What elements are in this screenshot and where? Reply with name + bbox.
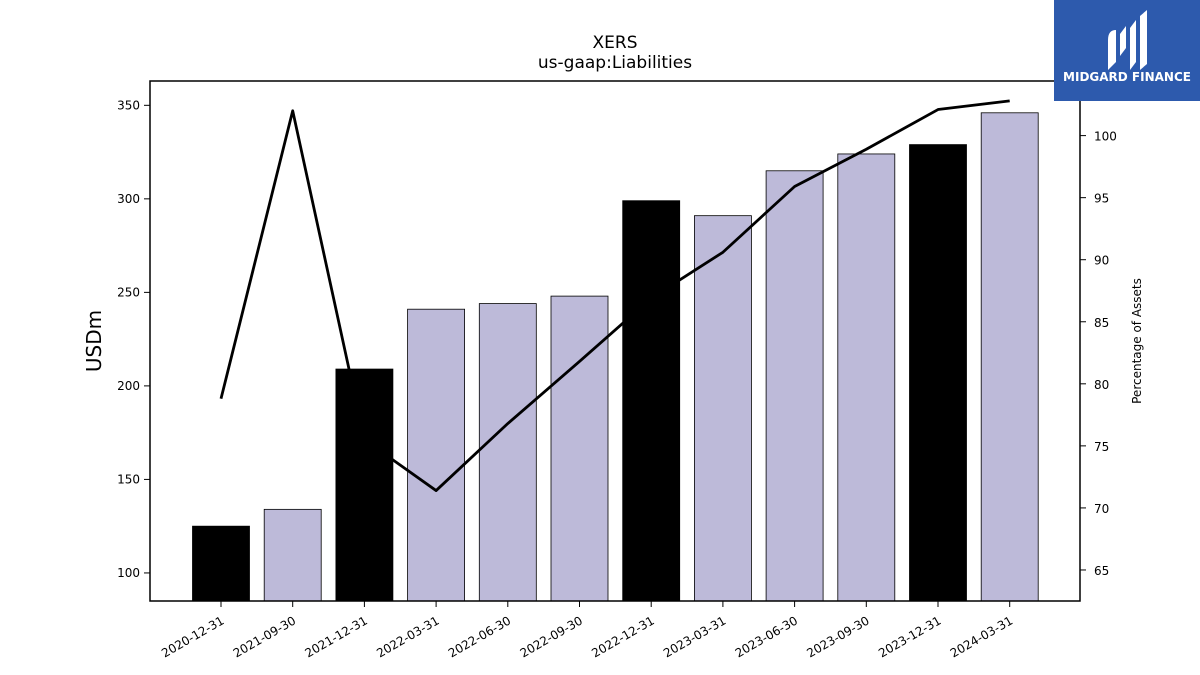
x-tick-label: 2021-09-30 xyxy=(231,613,298,660)
bar-2021-12-31 xyxy=(335,368,394,602)
bar-2023-12-31 xyxy=(909,144,967,602)
bar-2022-12-31 xyxy=(622,200,681,602)
line-series xyxy=(219,99,1010,492)
x-tick-label: 2023-09-30 xyxy=(804,613,871,660)
x-tick-label: 2020-12-31 xyxy=(159,613,226,660)
x-tick-label: 2022-03-31 xyxy=(374,613,441,660)
bar-2022-06-30 xyxy=(478,303,537,602)
y-axis-left: 100 150 200 250 300 350 xyxy=(117,98,150,580)
y-axis-left-label: USDm xyxy=(82,310,106,372)
y-tick-label: 350 xyxy=(117,98,140,112)
y-tick-label: 300 xyxy=(117,192,140,206)
y-tick-label: 250 xyxy=(117,285,140,299)
bar-2023-03-31 xyxy=(694,215,752,602)
y2-tick-label: 80 xyxy=(1094,378,1109,392)
y-axis-right: 65 70 75 80 85 90 95 100 xyxy=(1080,130,1117,578)
bar-2022-03-31 xyxy=(407,308,466,602)
y2-tick-label: 70 xyxy=(1094,502,1109,516)
bar-2021-09-30 xyxy=(263,508,322,602)
x-axis: 2020-12-31 2021-09-30 2021-12-31 2022-03-31… xyxy=(159,601,1015,660)
y2-tick-label: 95 xyxy=(1094,192,1109,206)
y2-tick-label: 75 xyxy=(1094,440,1109,454)
x-tick-label: 2023-12-31 xyxy=(876,613,943,660)
bar-2024-03-31 xyxy=(980,112,1039,602)
y2-tick-label: 100 xyxy=(1094,130,1117,144)
plot-frame xyxy=(149,80,1081,602)
y2-tick-label: 90 xyxy=(1094,254,1109,268)
y2-tick-label: 85 xyxy=(1094,316,1109,330)
y-tick-label: 200 xyxy=(117,379,140,393)
chart-title: XERS xyxy=(593,33,638,53)
logo: MIDGARD FINANCE xyxy=(1054,0,1200,101)
x-tick-label: 2021-12-31 xyxy=(302,613,369,660)
bar-series xyxy=(192,112,1039,602)
y-tick-label: 150 xyxy=(117,472,140,486)
y-axis-right-label: Percentage of Assets xyxy=(1130,278,1144,404)
y-tick-label: 100 xyxy=(117,566,140,580)
x-tick-label: 2023-03-31 xyxy=(661,613,728,660)
bar-2020-12-31 xyxy=(192,525,250,602)
bar-2023-09-30 xyxy=(837,153,896,602)
x-tick-label: 2023-06-30 xyxy=(733,613,800,660)
bar-2022-09-30 xyxy=(550,295,609,602)
y2-tick-label: 65 xyxy=(1094,564,1109,578)
chart-subtitle: us-gaap:Liabilities xyxy=(538,53,692,73)
logo-mark-icon xyxy=(1108,10,1147,70)
logo-text: MIDGARD FINANCE xyxy=(1063,70,1191,84)
bar-2023-06-30 xyxy=(765,170,824,602)
x-tick-label: 2022-12-31 xyxy=(589,613,656,660)
logo-background xyxy=(1054,0,1200,101)
x-tick-label: 2022-09-30 xyxy=(518,613,585,660)
percentage-line xyxy=(219,99,1010,492)
x-tick-label: 2024-03-31 xyxy=(948,613,1015,660)
x-tick-label: 2022-06-30 xyxy=(446,613,513,660)
